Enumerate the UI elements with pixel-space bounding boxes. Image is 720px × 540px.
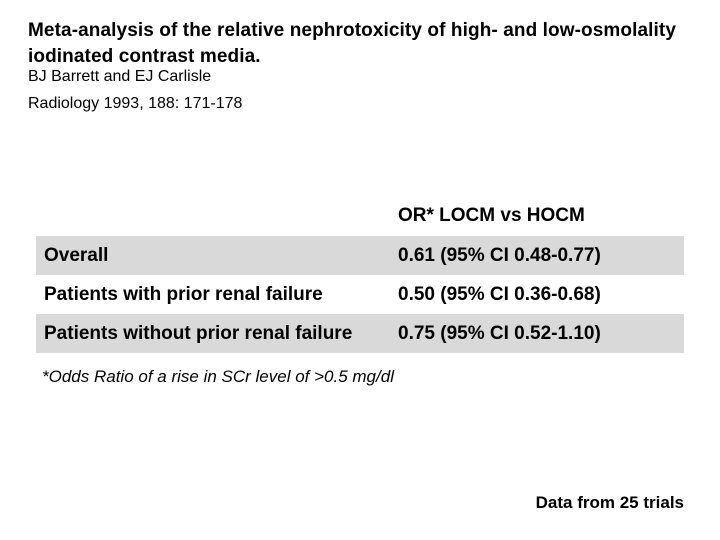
data-source-note: Data from 25 trials: [535, 493, 684, 512]
row-label: Patients without prior renal failure: [44, 322, 353, 344]
table-value-column-header: OR* LOCM vs HOCM: [398, 205, 585, 226]
odds-ratio-footnote: *Odds Ratio of a rise in SCr level of >0…: [42, 367, 394, 386]
row-label: Overall: [44, 244, 109, 266]
citation-line: Radiology 1993, 188: 171-178: [28, 95, 243, 112]
row-value: 0.50 (95% CI 0.36-0.68): [398, 283, 601, 305]
row-label: Patients with prior renal failure: [44, 283, 323, 305]
authors-line: BJ Barrett and EJ Carlisle: [28, 68, 212, 85]
results-table: Overall 0.61 (95% CI 0.48-0.77) Patients…: [36, 236, 684, 353]
table-row-without-prior-renal-failure: Patients without prior renal failure 0.7…: [36, 314, 684, 353]
table-row-prior-renal-failure: Patients with prior renal failure 0.50 (…: [36, 275, 684, 314]
table-row-overall: Overall 0.61 (95% CI 0.48-0.77): [36, 236, 684, 275]
row-value: 0.61 (95% CI 0.48-0.77): [398, 244, 601, 266]
row-value: 0.75 (95% CI 0.52-1.10): [398, 322, 601, 344]
slide-title: Meta-analysis of the relative nephrotoxi…: [28, 20, 677, 67]
